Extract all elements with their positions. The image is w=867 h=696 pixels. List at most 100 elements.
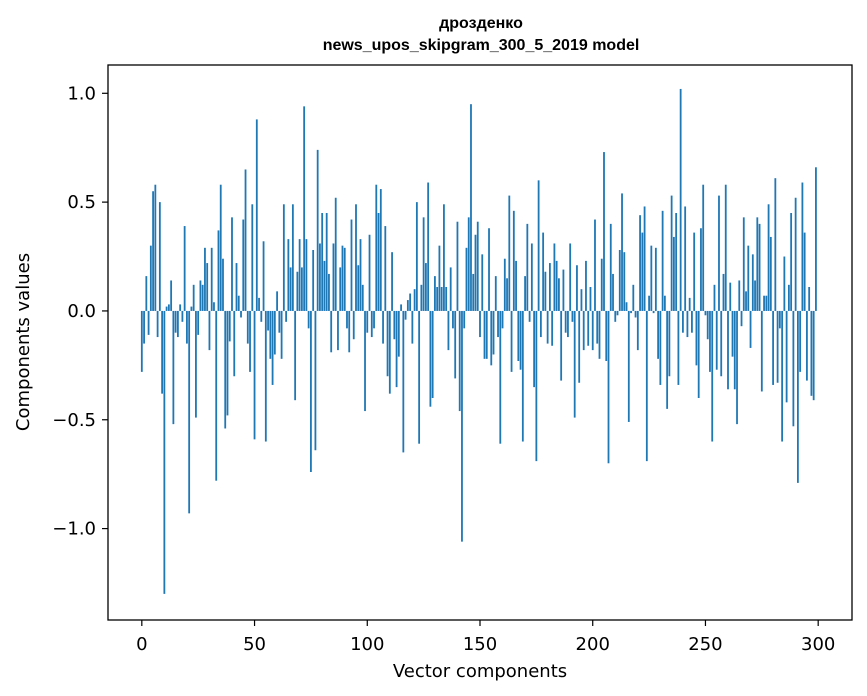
bar-106 bbox=[379, 189, 382, 311]
bar-262 bbox=[731, 310, 734, 357]
bar-52 bbox=[258, 297, 260, 311]
bar-295 bbox=[806, 310, 808, 381]
bar-17 bbox=[179, 304, 182, 311]
bar-73 bbox=[305, 239, 308, 311]
bar-299 bbox=[815, 167, 817, 311]
bar-62 bbox=[280, 310, 283, 359]
bar-186 bbox=[560, 310, 563, 381]
bar-12 bbox=[167, 304, 170, 311]
bar-194 bbox=[578, 310, 581, 383]
bar-240 bbox=[682, 310, 684, 333]
bar-235 bbox=[670, 195, 673, 311]
bar-58 bbox=[271, 310, 274, 385]
bar-114 bbox=[397, 310, 400, 357]
bar-209 bbox=[612, 273, 614, 311]
y-axis: −1.0 −0.5 0.0 0.5 1.0 bbox=[52, 83, 108, 540]
bar-251 bbox=[706, 310, 709, 340]
bar-48 bbox=[249, 310, 251, 372]
bar-202 bbox=[596, 310, 599, 344]
bar-264 bbox=[736, 310, 738, 425]
x-tick-label: 50 bbox=[243, 634, 266, 655]
bar-257 bbox=[720, 310, 723, 377]
bar-28 bbox=[204, 247, 206, 311]
bar-190 bbox=[569, 243, 572, 311]
bar-164 bbox=[510, 310, 513, 372]
bar-230 bbox=[659, 310, 662, 385]
bar-198 bbox=[587, 310, 590, 346]
bar-88 bbox=[339, 267, 342, 311]
bar-214 bbox=[623, 252, 626, 311]
bar-14 bbox=[172, 310, 175, 425]
bar-126 bbox=[424, 263, 427, 311]
bar-205 bbox=[603, 152, 605, 311]
bar-229 bbox=[657, 310, 660, 359]
bar-3 bbox=[147, 310, 150, 335]
bar-118 bbox=[406, 300, 409, 311]
bar-81 bbox=[323, 260, 326, 311]
bar-23 bbox=[192, 284, 195, 311]
bar-220 bbox=[636, 310, 639, 351]
bar-274 bbox=[758, 223, 761, 311]
bar-75 bbox=[310, 310, 312, 472]
bar-13 bbox=[170, 280, 173, 311]
bar-269 bbox=[747, 245, 750, 311]
bar-7 bbox=[156, 310, 159, 338]
bar-169 bbox=[521, 310, 524, 442]
bar-80 bbox=[321, 213, 324, 311]
bar-44 bbox=[240, 310, 242, 318]
bar-4 bbox=[149, 245, 152, 311]
chart-subtitle: news_upos_skipgram_300_5_2019 model bbox=[323, 37, 640, 54]
chart-title: дрозденко bbox=[439, 15, 523, 32]
bar-111 bbox=[391, 252, 393, 311]
bar-124 bbox=[420, 284, 423, 311]
bar-97 bbox=[359, 239, 362, 311]
bar-6 bbox=[154, 184, 157, 311]
bar-112 bbox=[393, 310, 396, 340]
bar-213 bbox=[621, 193, 623, 311]
bar-171 bbox=[526, 223, 529, 311]
bar-38 bbox=[226, 310, 229, 416]
bar-289 bbox=[792, 310, 795, 427]
bar-130 bbox=[434, 276, 436, 311]
plot-frame bbox=[107, 64, 853, 621]
bar-211 bbox=[616, 310, 619, 316]
bar-15 bbox=[174, 310, 177, 333]
bar-244 bbox=[691, 310, 693, 333]
bar-2 bbox=[145, 276, 148, 311]
bar-104 bbox=[375, 184, 378, 311]
bar-16 bbox=[176, 310, 179, 338]
bar-93 bbox=[350, 219, 353, 311]
bar-152 bbox=[483, 310, 486, 359]
bar-33 bbox=[215, 310, 218, 481]
bar-200 bbox=[591, 310, 594, 351]
bar-298 bbox=[812, 310, 815, 401]
bar-60 bbox=[276, 291, 278, 311]
bar-280 bbox=[772, 310, 774, 385]
bar-59 bbox=[273, 310, 276, 355]
bar-187 bbox=[562, 269, 565, 311]
bar-216 bbox=[627, 310, 630, 422]
bar-71 bbox=[300, 267, 303, 311]
y-tick-label: 0.5 bbox=[67, 192, 96, 213]
bar-115 bbox=[400, 304, 402, 311]
bar-74 bbox=[307, 310, 310, 329]
bar-168 bbox=[519, 310, 522, 370]
bar-109 bbox=[386, 310, 389, 377]
bar-85 bbox=[332, 243, 335, 311]
bar-254 bbox=[713, 284, 716, 311]
bar-25 bbox=[197, 310, 200, 335]
bar-64 bbox=[285, 310, 288, 322]
bar-294 bbox=[803, 232, 806, 311]
bar-276 bbox=[763, 295, 765, 311]
bar-184 bbox=[555, 260, 558, 311]
bar-261 bbox=[729, 282, 732, 311]
bar-68 bbox=[294, 310, 297, 401]
y-tick-label: 0.0 bbox=[67, 301, 96, 322]
bar-99 bbox=[364, 310, 366, 412]
bar-163 bbox=[508, 195, 511, 311]
bar-133 bbox=[440, 287, 443, 311]
bar-162 bbox=[506, 278, 508, 311]
bar-146 bbox=[470, 104, 472, 311]
bar-217 bbox=[630, 310, 632, 314]
